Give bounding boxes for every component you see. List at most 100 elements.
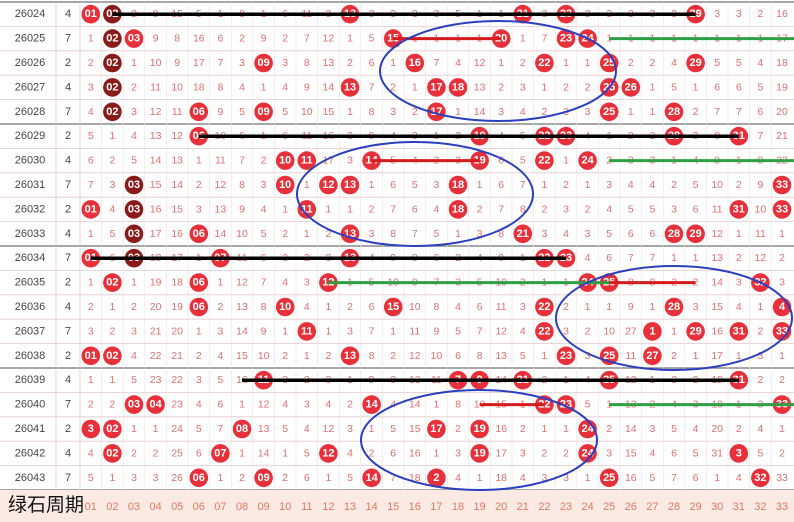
- miss-count: 7: [390, 472, 396, 484]
- ball-number: 22: [538, 57, 550, 69]
- ball-number: 29: [689, 57, 701, 69]
- ball-number: 10: [279, 179, 291, 191]
- miss-count: 2: [757, 325, 763, 337]
- miss-count: 5: [606, 228, 612, 240]
- miss-count: 4: [282, 277, 288, 289]
- ball-number: 4: [779, 301, 786, 313]
- ball-marker: [362, 395, 381, 414]
- miss-count: 3: [347, 325, 353, 337]
- ball-number: 01: [85, 203, 97, 215]
- miss-count: 1: [239, 399, 245, 411]
- miss-count: 8: [239, 179, 245, 191]
- ball-marker: [556, 29, 576, 48]
- period-label: 26026: [15, 57, 46, 69]
- miss-count: 5: [757, 81, 763, 93]
- ball-marker: [319, 444, 338, 463]
- ball-number: 03: [128, 33, 140, 45]
- miss-count: 7: [671, 472, 677, 484]
- miss-count: 2: [520, 57, 526, 69]
- ball-marker: [599, 468, 619, 488]
- miss-count: 2: [412, 106, 418, 118]
- miss-count: 1: [369, 179, 375, 191]
- miss-count: 12: [171, 130, 183, 142]
- ball-marker: [772, 322, 792, 341]
- ball-number: 02: [106, 33, 118, 45]
- ball-number: 15: [387, 301, 399, 313]
- miss-count: 4: [304, 301, 310, 313]
- miss-count: 1: [606, 301, 612, 313]
- column-header-label: 18: [452, 501, 464, 513]
- ball-marker: [103, 78, 122, 97]
- miss-count: 4: [757, 423, 763, 435]
- miss-count: 5: [671, 423, 677, 435]
- miss-count: 6: [628, 228, 634, 240]
- ball-marker: [81, 4, 101, 24]
- miss-count: 10: [409, 301, 421, 313]
- ball-number: 17: [430, 81, 442, 93]
- ball-marker: [297, 200, 317, 219]
- miss-count: 1: [131, 423, 137, 435]
- miss-count: 10: [258, 350, 270, 362]
- ball-marker: [621, 78, 641, 97]
- miss-count: 7: [520, 179, 526, 191]
- miss-count: 3: [304, 277, 310, 289]
- ball-marker: [81, 419, 101, 439]
- ball-marker: [103, 346, 122, 366]
- column-header-label: 04: [149, 501, 161, 513]
- miss-count: 1: [325, 203, 331, 215]
- miss-count: 2: [325, 350, 331, 362]
- ball-marker: [729, 444, 749, 463]
- period-label: 26033: [15, 228, 46, 240]
- ball-marker: [103, 273, 122, 292]
- miss-count: 2: [109, 325, 115, 337]
- miss-count: 3: [88, 81, 94, 93]
- miss-count: 6: [390, 447, 396, 459]
- ball-marker: [535, 53, 554, 73]
- miss-count: 13: [150, 130, 162, 142]
- ball-number: 28: [668, 301, 680, 313]
- ball-marker: [189, 273, 209, 292]
- miss-count: 2: [757, 374, 763, 386]
- ball-marker: [103, 102, 122, 122]
- miss-count: 1: [736, 228, 742, 240]
- tail-value: 4: [65, 374, 71, 386]
- miss-count: 14: [236, 325, 248, 337]
- miss-count: 2: [563, 301, 569, 313]
- miss-count: 19: [171, 301, 183, 313]
- miss-count: 5: [736, 57, 742, 69]
- miss-count: 1: [325, 472, 331, 484]
- ball-number: 04: [149, 399, 162, 411]
- miss-count: 9: [239, 203, 245, 215]
- column-header-label: 31: [733, 501, 745, 513]
- miss-count: 2: [693, 277, 699, 289]
- ball-number: 33: [776, 203, 788, 215]
- miss-count: 2: [693, 106, 699, 118]
- miss-count: 11: [150, 81, 161, 93]
- miss-count: 4: [88, 106, 94, 118]
- miss-count: 1: [779, 228, 785, 240]
- miss-count: 4: [757, 57, 763, 69]
- miss-count: 18: [193, 81, 205, 93]
- ball-marker: [124, 200, 144, 219]
- miss-count: 7: [88, 179, 94, 191]
- miss-count: 6: [757, 106, 763, 118]
- miss-count: 12: [409, 350, 421, 362]
- ball-marker: [772, 175, 792, 195]
- miss-count: 1: [239, 447, 245, 459]
- column-header-label: 10: [279, 501, 291, 513]
- ball-number: 14: [365, 472, 378, 484]
- ball-marker: [103, 4, 122, 24]
- miss-count: 10: [755, 203, 767, 215]
- ball-number: 09: [257, 106, 269, 118]
- ball-marker: [211, 444, 230, 463]
- miss-count: 5: [649, 472, 655, 484]
- miss-count: 4: [455, 472, 461, 484]
- miss-count: 6: [498, 179, 504, 191]
- tail-value: 7: [65, 179, 71, 191]
- ball-marker: [578, 151, 597, 170]
- column-header-label: 33: [776, 501, 788, 513]
- ball-number: 11: [301, 155, 313, 167]
- ball-marker: [254, 53, 273, 73]
- miss-count: 4: [304, 423, 310, 435]
- miss-count: 3: [541, 228, 547, 240]
